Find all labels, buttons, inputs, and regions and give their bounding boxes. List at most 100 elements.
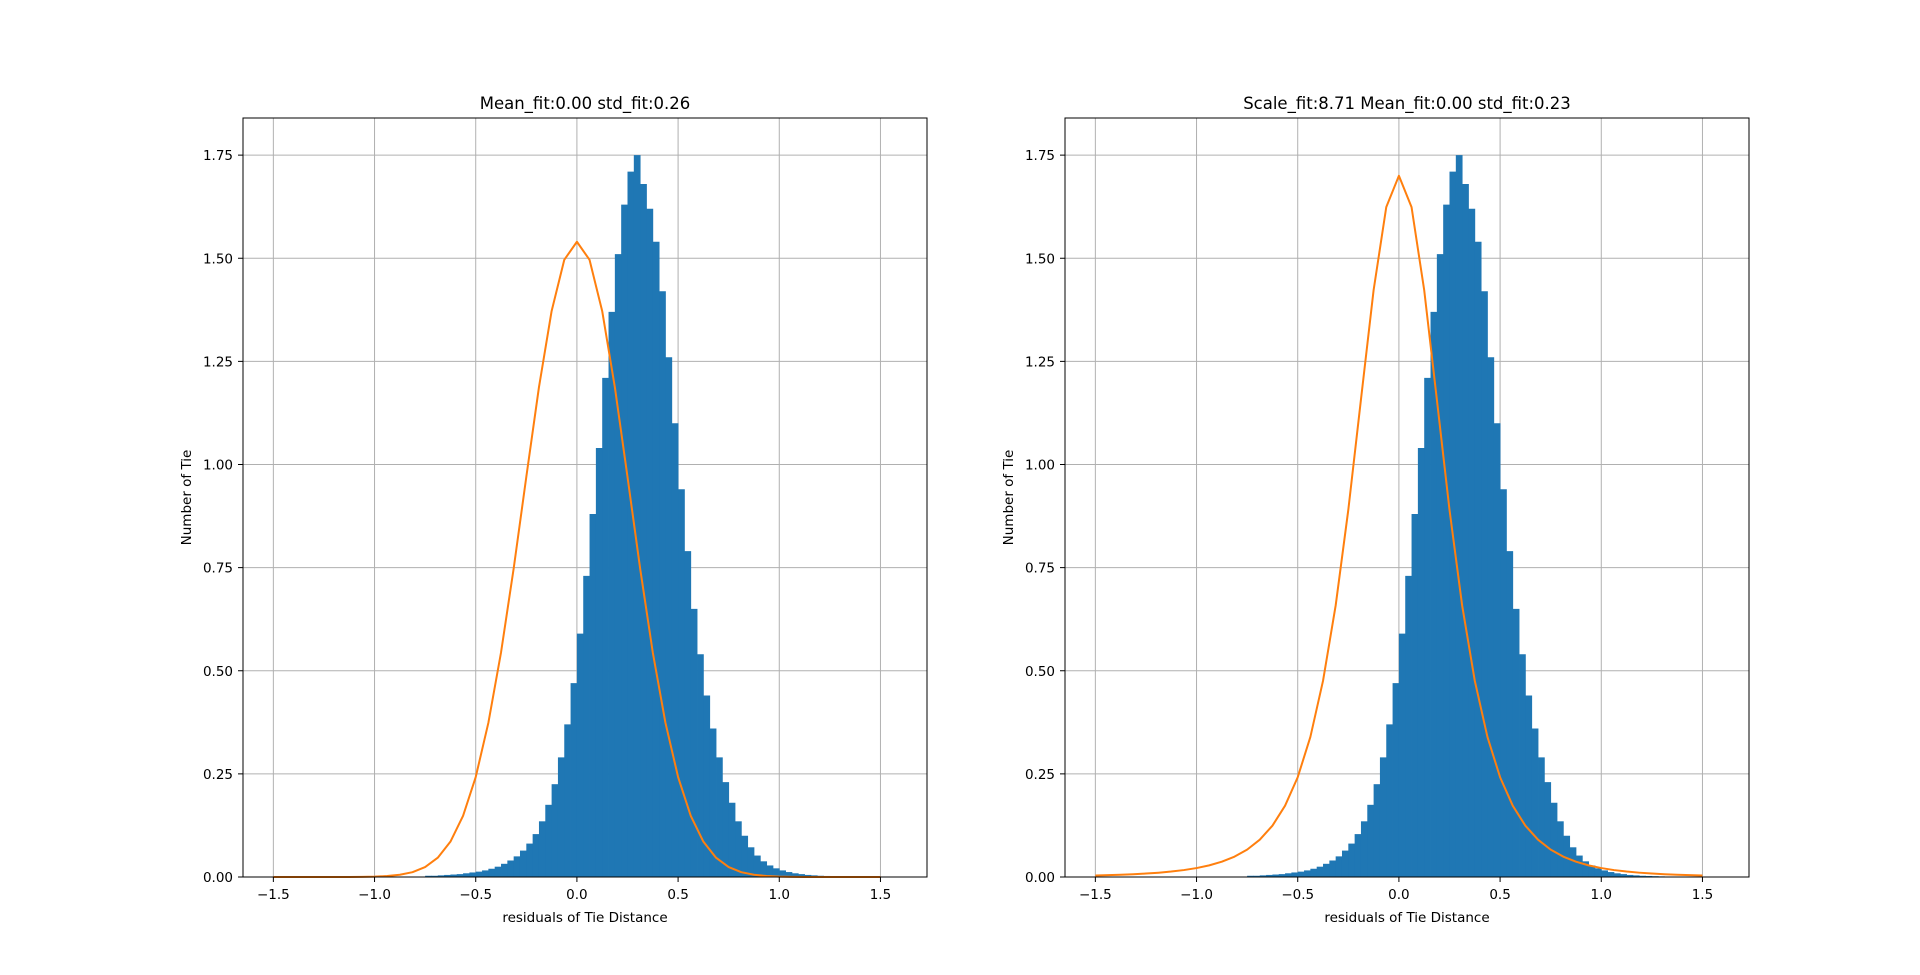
right-histogram-bar bbox=[1645, 875, 1653, 877]
left-chart-title: Mean_fit:0.00 std_fit:0.26 bbox=[480, 94, 691, 114]
left-y-tick-label: 0.25 bbox=[203, 767, 233, 783]
right-histogram-bar bbox=[1512, 608, 1520, 877]
right-histogram-bar bbox=[1411, 514, 1419, 877]
right-histogram-bar bbox=[1569, 847, 1577, 877]
left-histogram-bar bbox=[665, 357, 673, 877]
right-histogram-bar bbox=[1247, 875, 1254, 877]
left-histogram-bar bbox=[437, 875, 445, 877]
left-histogram-bar bbox=[576, 633, 584, 877]
left-histogram-bar bbox=[570, 683, 578, 877]
left-histogram-bar bbox=[735, 821, 742, 877]
right-histogram-bar bbox=[1297, 871, 1305, 877]
left-histogram-bar bbox=[526, 843, 534, 877]
left-histogram-bar bbox=[513, 856, 521, 877]
right-histogram-bar bbox=[1468, 208, 1476, 877]
left-histogram-bar bbox=[627, 171, 635, 877]
left-histogram-bar bbox=[564, 724, 571, 877]
left-y-ticks: 0.00 0.25 0.50 0.75 1.00 1.25 1.50 1.75 bbox=[203, 148, 243, 886]
left-histogram-bar bbox=[772, 868, 780, 877]
right-histogram-bar bbox=[1310, 868, 1318, 877]
right-histogram-bar bbox=[1285, 873, 1292, 877]
left-histogram-bar bbox=[633, 155, 641, 877]
left-histogram-bar bbox=[545, 804, 553, 877]
right-histogram-bar bbox=[1304, 870, 1311, 877]
left-histogram-bar bbox=[779, 870, 786, 877]
right-histogram-bar bbox=[1601, 870, 1608, 877]
left-histogram-bar bbox=[766, 865, 774, 877]
left-histogram-bar bbox=[456, 874, 464, 877]
right-histogram-bar bbox=[1493, 423, 1501, 877]
right-histogram-bar bbox=[1575, 855, 1583, 877]
left-histogram-bar bbox=[659, 291, 666, 877]
left-histogram-bar bbox=[791, 873, 799, 877]
right-fit-curve-group bbox=[1095, 174, 1703, 877]
right-chart-title: Scale_fit:8.71 Mean_fit:0.00 std_fit:0.2… bbox=[1243, 94, 1571, 114]
left-histogram-bar bbox=[602, 377, 609, 877]
right-histogram-bar bbox=[1253, 875, 1261, 877]
left-histogram-bar bbox=[753, 855, 761, 877]
left-histogram-bar bbox=[501, 863, 508, 877]
left-y-axis-label: Number of Tie bbox=[179, 450, 195, 546]
left-y-tick-label: 1.75 bbox=[203, 148, 233, 164]
left-histogram-bar bbox=[728, 802, 736, 877]
left-histogram-bar bbox=[747, 847, 755, 877]
left-histogram-bar bbox=[652, 241, 660, 877]
right-y-tick-label: 0.75 bbox=[1025, 561, 1055, 577]
left-histogram-bar bbox=[431, 875, 439, 877]
right-x-tick-label: −1.0 bbox=[1180, 887, 1213, 903]
left-histogram-bar bbox=[690, 608, 698, 877]
left-x-tick-label: −1.5 bbox=[257, 887, 290, 903]
right-histogram-bar bbox=[1430, 311, 1438, 877]
right-histogram-bar bbox=[1455, 155, 1463, 877]
right-histogram-bar bbox=[1417, 448, 1425, 877]
left-y-tick-label: 0.75 bbox=[203, 561, 233, 577]
right-histogram-bar bbox=[1398, 633, 1406, 877]
left-histogram-bars bbox=[425, 155, 881, 877]
right-histogram-bar bbox=[1582, 861, 1590, 877]
right-y-tick-label: 1.25 bbox=[1025, 354, 1055, 370]
right-histogram-bar bbox=[1550, 802, 1558, 877]
right-y-tick-label: 0.50 bbox=[1025, 664, 1055, 680]
right-histogram-bar bbox=[1291, 872, 1299, 877]
right-histogram-bar bbox=[1341, 850, 1349, 877]
left-x-tick-label: −0.5 bbox=[459, 887, 492, 903]
left-histogram-bar bbox=[741, 835, 749, 877]
left-x-ticks: −1.5 −1.0 −0.5 0.0 0.5 1.0 1.5 bbox=[257, 877, 891, 903]
right-histogram-bar bbox=[1443, 204, 1450, 877]
left-y-tick-label: 1.25 bbox=[203, 354, 233, 370]
right-histogram-bar bbox=[1557, 821, 1564, 877]
right-histogram-bar bbox=[1462, 184, 1469, 877]
right-histogram-bar bbox=[1373, 784, 1381, 877]
right-y-tick-label: 0.25 bbox=[1025, 767, 1055, 783]
right-histogram-bar bbox=[1449, 171, 1457, 877]
right-histogram-bar bbox=[1323, 863, 1330, 877]
left-histogram-bar bbox=[450, 874, 458, 877]
left-histogram-bar bbox=[494, 866, 502, 877]
left-histogram-bar bbox=[538, 821, 546, 877]
right-histogram-bar bbox=[1436, 254, 1444, 877]
right-y-tick-label: 1.50 bbox=[1025, 251, 1055, 267]
right-histogram-bar bbox=[1329, 860, 1337, 877]
left-histogram-bar bbox=[646, 208, 654, 877]
right-histogram-bar bbox=[1639, 875, 1646, 877]
right-histogram-bar bbox=[1519, 654, 1526, 877]
left-histogram-bar bbox=[557, 757, 565, 877]
right-x-ticks: −1.5 −1.0 −0.5 0.0 0.5 1.0 1.5 bbox=[1079, 877, 1713, 903]
left-histogram-bar bbox=[475, 871, 483, 877]
left-histogram-bar bbox=[697, 654, 704, 877]
left-histogram-bar bbox=[532, 834, 540, 877]
right-histogram-bar bbox=[1620, 874, 1627, 877]
right-y-ticks: 0.00 0.25 0.50 0.75 1.00 1.25 1.50 1.75 bbox=[1025, 148, 1065, 886]
right-histogram-bar bbox=[1588, 865, 1596, 877]
right-histogram-bar bbox=[1354, 834, 1362, 877]
left-histogram-bar bbox=[589, 514, 597, 877]
right-y-tick-label: 1.75 bbox=[1025, 148, 1055, 164]
left-histogram-bar bbox=[785, 872, 793, 877]
left-histogram-bar bbox=[425, 875, 432, 877]
right-histogram-bar bbox=[1531, 728, 1539, 877]
right-x-tick-label: 1.0 bbox=[1591, 887, 1612, 903]
right-histogram-bar bbox=[1386, 724, 1393, 877]
right-histogram-bars bbox=[1247, 155, 1703, 877]
